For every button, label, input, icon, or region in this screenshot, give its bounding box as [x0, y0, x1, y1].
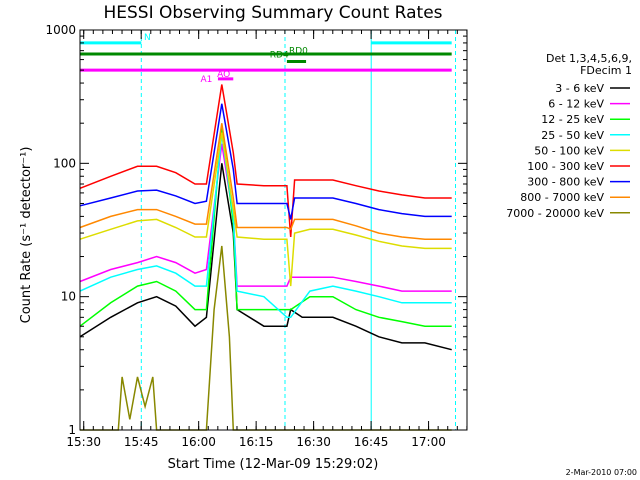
chart-legend: Det 1,3,4,5,6,9,FDecim 1 3 - 6 keV 6 - 12 …	[506, 52, 632, 220]
y-tick-label-1: 1	[68, 423, 76, 437]
series-line-3-6-kev	[79, 163, 452, 351]
chart-marks: N RD4 RD0 AO A1	[79, 30, 457, 431]
x-axis-label: Start Time (12-Mar-09 15:29:02)	[168, 457, 379, 472]
flag-label-n: N	[144, 33, 151, 43]
series-line-100-300-kev	[79, 84, 452, 238]
y-tick-label-100: 100	[53, 156, 76, 170]
legend-label-25-50-kev: 25 - 50 keV	[541, 129, 604, 142]
series-line-12-25-kev	[79, 126, 452, 327]
series-line-50-100-kev	[79, 132, 452, 287]
x-tick-label-1530: 15:30	[66, 435, 101, 449]
legend-label-100-300-kev: 100 - 300 keV	[527, 160, 604, 173]
legend-label-3-6-kev: 3 - 6 keV	[555, 82, 604, 95]
x-tick-label-1600: 16:00	[181, 435, 216, 449]
footer-date: 2-Mar-2010 07:00	[566, 468, 637, 477]
flag-label-rd0: RD0	[289, 47, 308, 57]
legend-label-800-7000-kev: 800 - 7000 keV	[520, 191, 604, 204]
series-line-300-800-kev	[79, 103, 452, 220]
legend-label-50-100-kev: 50 - 100 keV	[534, 144, 604, 157]
y-axis-label: Count Rate (s⁻¹ detector⁻¹)	[19, 147, 34, 324]
x-tick-label-1615: 16:15	[239, 435, 274, 449]
chart-title: HESSI Observing Summary Count Rates	[103, 3, 442, 23]
legend-label-7000-20000-kev: 7000 - 20000 keV	[506, 207, 604, 220]
series-line-800-7000-kev	[79, 123, 452, 240]
series-line-6-12-kev	[79, 143, 452, 292]
y-tick-label-1000: 1000	[45, 23, 76, 37]
flag-label-rd4: RD4	[270, 51, 289, 61]
series-line-7000-20000-kev	[80, 245, 452, 431]
legend-label-300-800-kev: 300 - 800 keV	[527, 176, 604, 189]
legend-label-12-25-kev: 12 - 25 keV	[541, 113, 604, 126]
flag-label-a1: A1	[201, 75, 213, 85]
series-line-25-50-kev	[79, 134, 452, 319]
legend-label-6-12-kev: 6 - 12 keV	[548, 98, 604, 111]
x-tick-label-1630: 16:30	[296, 435, 331, 449]
legend-header-2: FDecim 1	[580, 64, 632, 77]
y-tick-label-10: 10	[61, 290, 76, 304]
flag-label-ao: AO	[217, 70, 230, 80]
x-tick-label-1545: 15:45	[124, 435, 159, 449]
legend-header-1: Det 1,3,4,5,6,9,	[546, 52, 632, 65]
x-tick-label-1700: 17:00	[411, 435, 446, 449]
plot-frame	[79, 29, 468, 431]
x-tick-label-1645: 16:45	[354, 435, 389, 449]
chart-axes: 1 10 100 1000 15:30 15:45 16:00 16:15 16:30 16:45…	[45, 23, 468, 449]
